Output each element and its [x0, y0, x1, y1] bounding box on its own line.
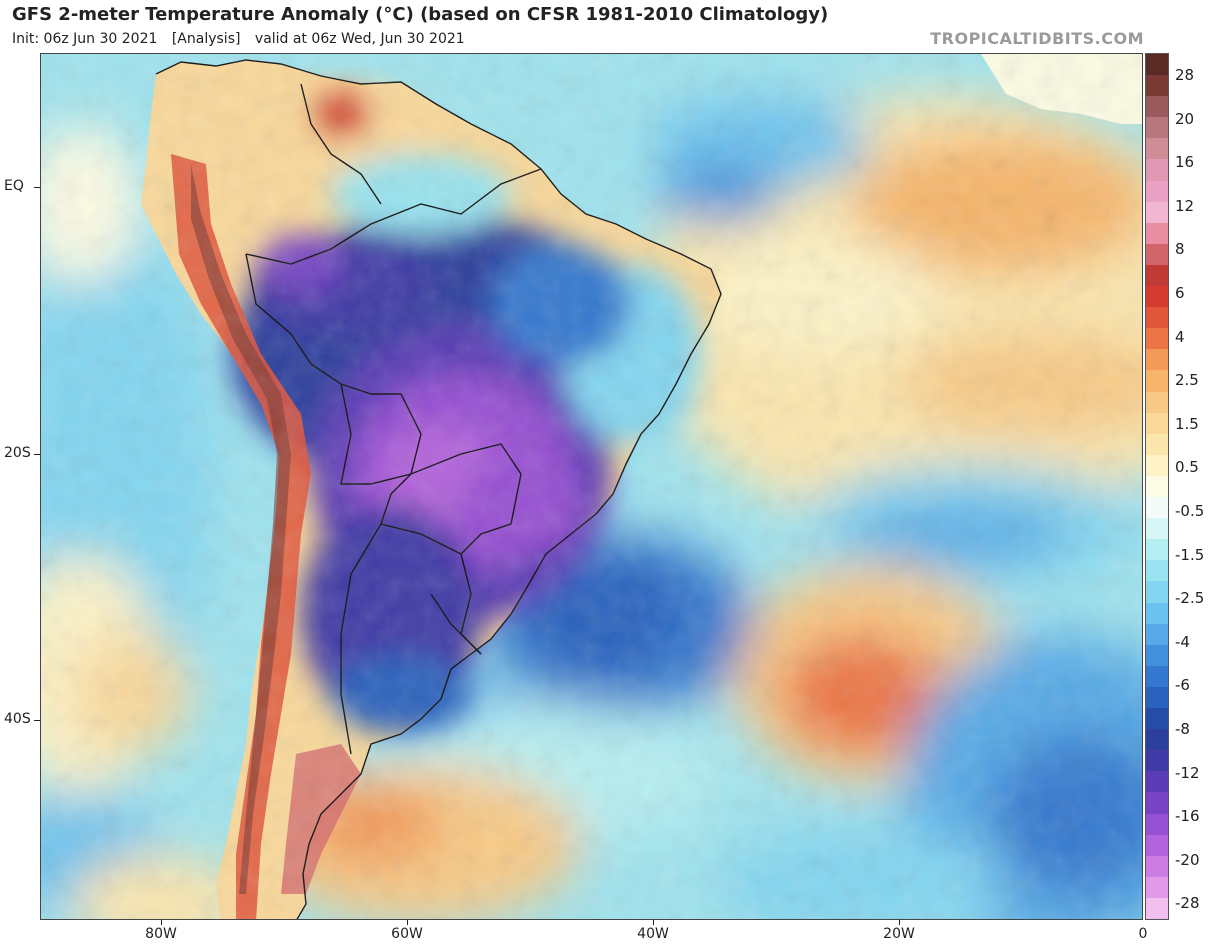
lon-label-80w: 80W [145, 926, 177, 942]
legend-label: -8 [1175, 720, 1190, 738]
legend-swatch [1146, 497, 1168, 519]
lon-tick [653, 920, 654, 925]
legend-swatch [1146, 876, 1168, 899]
legend-swatch [1146, 708, 1168, 730]
legend-swatch [1146, 665, 1168, 688]
lat-label-20s: 20S [4, 445, 31, 461]
lon-tick [899, 920, 900, 925]
color-scale-bar [1145, 53, 1169, 920]
lat-tick [34, 454, 40, 455]
legend-swatch [1146, 117, 1168, 139]
legend-swatch [1146, 264, 1168, 287]
legend-swatch [1146, 433, 1168, 456]
lon-label-60w: 60W [391, 926, 423, 942]
legend-swatch [1146, 560, 1168, 582]
legend-swatch [1146, 96, 1168, 118]
lat-label-eq: EQ [4, 178, 24, 194]
legend-swatch [1146, 201, 1168, 224]
legend-swatch [1146, 539, 1168, 561]
legend-label: -2.5 [1175, 589, 1205, 608]
legend-label: -0.5 [1175, 502, 1205, 520]
legend-swatch [1146, 834, 1168, 857]
lon-label-40w: 40W [637, 926, 669, 942]
legend-swatch [1146, 581, 1168, 604]
lon-tick [407, 920, 408, 925]
legend-swatch [1146, 813, 1168, 836]
legend-swatch [1146, 454, 1168, 477]
texture-overlay [41, 54, 1142, 919]
legend-swatch [1146, 286, 1168, 308]
legend-label: 2.5 [1175, 371, 1199, 390]
legend-label: 28 [1175, 66, 1195, 84]
lat-tick [34, 720, 40, 721]
legend-swatch [1146, 54, 1168, 76]
legend-label: 8 [1175, 240, 1185, 259]
legend-swatch [1146, 138, 1168, 160]
map-svg [41, 54, 1142, 919]
legend-label: -1.5 [1175, 545, 1205, 564]
legend-swatch [1146, 159, 1168, 182]
legend-swatch [1146, 623, 1168, 646]
valid-time: valid at 06z Wed, Jun 30 2021 [254, 31, 465, 47]
lon-tick [161, 920, 162, 925]
legend-swatch [1146, 475, 1168, 498]
legend-swatch [1146, 412, 1168, 435]
legend-label: 20 [1175, 109, 1195, 128]
legend-label: 0.5 [1175, 458, 1199, 477]
legend-label: 12 [1175, 196, 1195, 215]
legend-swatch [1146, 370, 1168, 393]
brand-watermark: TROPICALTIDBITS.COM [930, 29, 1144, 48]
legend-label: -4 [1175, 632, 1190, 651]
legend-label: -12 [1175, 763, 1200, 782]
legend-swatch [1146, 222, 1168, 245]
legend-swatch [1146, 391, 1168, 414]
legend-swatch [1146, 328, 1168, 350]
legend-label: 4 [1175, 327, 1185, 346]
legend-swatch [1146, 602, 1168, 625]
legend-swatch [1146, 307, 1168, 329]
legend-swatch [1146, 729, 1168, 751]
legend-swatch [1146, 349, 1168, 371]
legend-swatch [1146, 75, 1168, 97]
legend-swatch [1146, 644, 1168, 667]
lat-label-40s: 40S [4, 711, 31, 727]
legend-label: -28 [1175, 894, 1200, 913]
legend-label: 16 [1175, 153, 1195, 172]
legend-swatch [1146, 686, 1168, 709]
init-time: Init: 06z Jun 30 2021 [12, 31, 158, 47]
legend-label: -20 [1175, 850, 1200, 869]
legend-swatch [1146, 792, 1168, 814]
legend-label: -16 [1175, 807, 1200, 826]
map-title: GFS 2-meter Temperature Anomaly (°C) (ba… [12, 4, 829, 25]
legend-swatch [1146, 897, 1168, 920]
legend-swatch [1146, 771, 1168, 793]
legend-label: 1.5 [1175, 414, 1199, 433]
legend-swatch [1146, 855, 1168, 878]
legend-label: -6 [1175, 676, 1190, 695]
legend-swatch [1146, 518, 1168, 540]
anomaly-map [40, 53, 1143, 920]
legend-swatch [1146, 243, 1168, 266]
lon-label-0: 0 [1138, 926, 1148, 942]
lat-tick [34, 187, 40, 188]
legend-swatch [1146, 180, 1168, 203]
analysis-tag: [Analysis] [171, 31, 241, 47]
lon-label-20w: 20W [883, 926, 915, 942]
legend-label: 6 [1175, 284, 1185, 302]
map-subtitle: Init: 06z Jun 30 2021 [Analysis] valid a… [12, 31, 475, 47]
legend-swatch [1146, 750, 1168, 772]
